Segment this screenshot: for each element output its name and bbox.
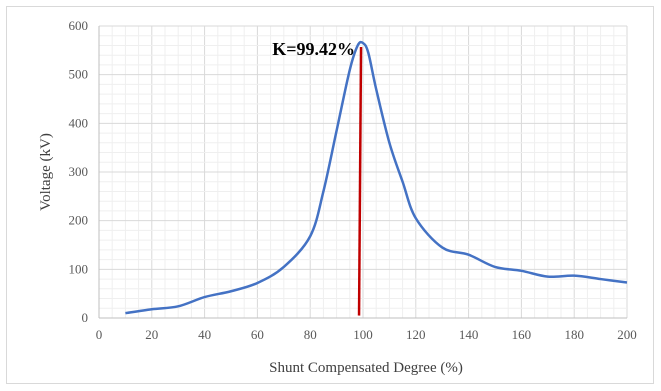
y-tick-label: 400 [69, 115, 89, 130]
x-tick-label: 160 [512, 327, 532, 342]
x-tick-label: 80 [304, 327, 317, 342]
y-tick-label: 100 [69, 261, 89, 276]
annotation-label: K=99.42% [272, 39, 355, 59]
series-layer [125, 40, 628, 315]
x-tick-label: 140 [459, 327, 479, 342]
y-tick-label: 600 [69, 18, 89, 33]
x-tick-label: 100 [353, 327, 373, 342]
x-tick-label: 0 [96, 327, 103, 342]
y-tick-label: 0 [82, 310, 89, 325]
voltage-series-line [125, 40, 628, 315]
annotation-layer: K=99.42% [272, 39, 363, 316]
y-tick-label: 500 [69, 67, 89, 82]
x-tick-label: 200 [617, 327, 637, 342]
annotation-marker-line [357, 47, 363, 316]
x-tick-label: 20 [145, 327, 158, 342]
y-tick-label: 200 [69, 213, 89, 228]
x-tick-label: 40 [198, 327, 211, 342]
x-tick-label: 60 [251, 327, 264, 342]
chart-frame [6, 6, 654, 384]
y-axis-label: Voltage (kV) [38, 133, 54, 211]
y-tick-label: 300 [69, 164, 89, 179]
x-axis-label: Shunt Compensated Degree (%) [269, 360, 463, 376]
grid-lines [98, 25, 628, 319]
axes: 0 20 40 60 80 100 120 140 160 180 200 0 100 200 300 400… [69, 18, 637, 342]
x-tick-label: 180 [564, 327, 584, 342]
x-tick-label: 120 [406, 327, 426, 342]
